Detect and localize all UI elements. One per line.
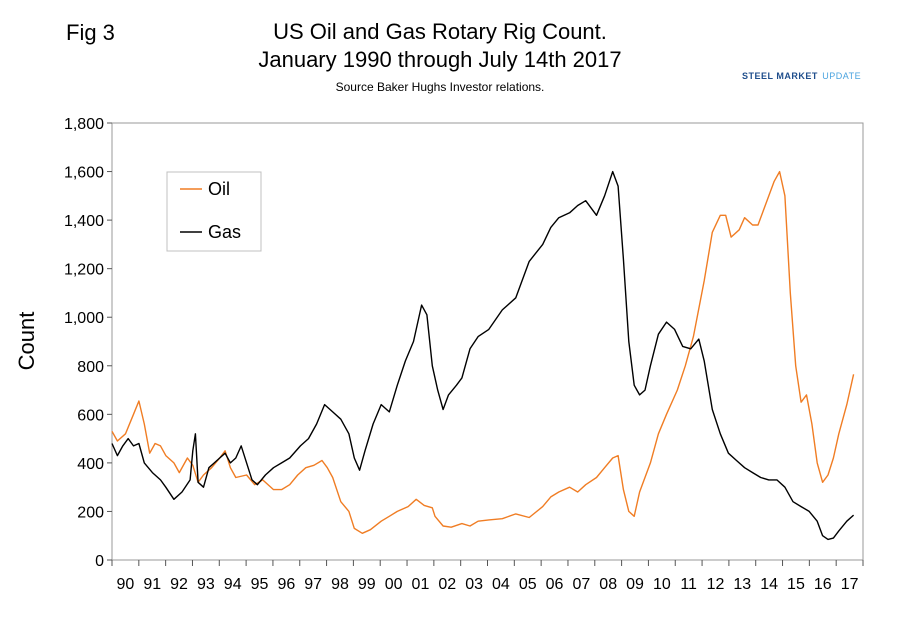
- x-tick-label: 12: [707, 576, 725, 593]
- x-tick-label: 92: [170, 576, 188, 593]
- x-tick-label: 01: [412, 576, 430, 593]
- y-axis-label: Count: [14, 312, 39, 371]
- x-tick-label: 94: [224, 576, 242, 593]
- x-tick-label: 14: [760, 576, 778, 593]
- x-tick-label: 06: [546, 576, 564, 593]
- legend-box: [166, 171, 262, 252]
- x-tick-label: 05: [519, 576, 537, 593]
- legend-oil-label: Oil: [208, 179, 230, 199]
- series-line-gas: [111, 170, 855, 541]
- y-axis: 0 200 400 600 800 1,000 1,200 1,400 1,600 1,800: [64, 116, 112, 570]
- x-tick-label: 97: [304, 576, 322, 593]
- x-tick-label: 00: [385, 576, 403, 593]
- chart-title-line-2: January 1990 through July 14th 2017: [258, 47, 622, 72]
- x-tick-label: 16: [814, 576, 832, 593]
- figure-label: Fig 3: [66, 20, 115, 45]
- y-tick-label: 1,600: [64, 165, 104, 182]
- legend-gas-label: Gas: [208, 222, 241, 242]
- series-line-oil: [111, 170, 855, 534]
- y-tick-label: 600: [77, 407, 104, 424]
- x-tick-label: 93: [197, 576, 215, 593]
- y-tick-label: 0: [95, 553, 104, 570]
- series-lines: [111, 170, 855, 541]
- x-tick-label: 90: [117, 576, 135, 593]
- x-tick-label: 99: [358, 576, 376, 593]
- y-tick-label: 1,400: [64, 213, 104, 230]
- chart-title-line-1: US Oil and Gas Rotary Rig Count.: [273, 19, 607, 44]
- x-tick-label: 07: [572, 576, 590, 593]
- x-tick-label: 11: [680, 576, 697, 593]
- x-tick-label: 08: [599, 576, 617, 593]
- brand-name-bold: STEEL MARKET: [742, 71, 818, 81]
- y-tick-label: 200: [77, 504, 104, 521]
- chart-subtitle: Source Baker Hughs Investor relations.: [335, 80, 545, 94]
- y-tick-label: 1,200: [64, 262, 104, 279]
- x-tick-label: 91: [143, 576, 161, 593]
- brand-logo: STEEL MARKET UPDATE: [742, 66, 882, 84]
- y-tick-label: 400: [77, 456, 104, 473]
- x-tick-label: 98: [331, 576, 349, 593]
- x-tick-label: 13: [733, 576, 751, 593]
- x-tick-label: 95: [251, 576, 269, 593]
- x-tick-label: 96: [277, 576, 295, 593]
- legend: Oil Gas: [166, 171, 262, 252]
- x-tick-label: 02: [438, 576, 456, 593]
- y-tick-label: 800: [77, 359, 104, 376]
- y-tick-label: 1,800: [64, 116, 104, 133]
- x-tick-label: 09: [626, 576, 644, 593]
- x-axis: 90 91 92 93 94 95 96 97 98 99 00 01 02 03 04 05 06 07 08 09…: [111, 560, 864, 593]
- brand-name-light: UPDATE: [822, 71, 862, 81]
- x-tick-label: 15: [787, 576, 805, 593]
- x-tick-label: 17: [841, 576, 859, 593]
- y-tick-label: 1,000: [64, 310, 104, 327]
- x-tick-label: 03: [465, 576, 483, 593]
- x-tick-label: 04: [492, 576, 510, 593]
- x-tick-label: 10: [653, 576, 671, 593]
